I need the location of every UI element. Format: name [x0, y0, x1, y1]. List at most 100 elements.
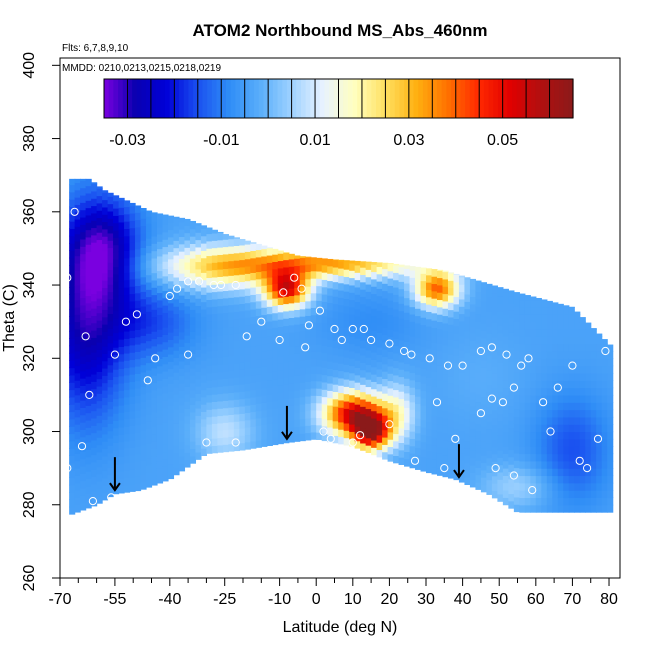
- field-cell: [261, 314, 268, 323]
- field-cell: [239, 259, 246, 268]
- field-cell: [151, 433, 158, 442]
- field-cell: [327, 258, 334, 267]
- field-cell: [239, 398, 246, 407]
- field-cell: [250, 360, 257, 369]
- field-cell: [91, 469, 98, 478]
- field-cell: [107, 342, 114, 351]
- field-cell: [486, 479, 493, 488]
- field-cell: [376, 273, 383, 282]
- x-tick-label: -10: [268, 591, 291, 608]
- field-cell: [151, 279, 158, 288]
- field-cell: [436, 467, 444, 476]
- field-cell: [118, 258, 125, 267]
- field-cell: [387, 263, 394, 272]
- field-cell: [233, 362, 240, 371]
- field-cell: [277, 392, 284, 401]
- field-cell: [579, 482, 586, 491]
- colorbar-segment: [366, 79, 372, 118]
- field-cell: [96, 246, 103, 255]
- field-cell: [502, 328, 509, 337]
- field-cell: [107, 386, 114, 395]
- field-cell: [585, 394, 592, 403]
- colorbar-segment: [376, 79, 382, 118]
- field-cell: [436, 387, 444, 396]
- field-cell: [524, 365, 531, 374]
- field-cell: [349, 350, 356, 359]
- field-cell: [146, 289, 153, 298]
- field-cell: [349, 402, 356, 410]
- field-cell: [420, 463, 427, 472]
- field-cell: [409, 299, 416, 308]
- field-cell: [113, 325, 120, 334]
- field-cell: [255, 249, 262, 258]
- field-cell: [415, 396, 422, 405]
- field-cell: [107, 196, 114, 205]
- field-cell: [382, 371, 389, 380]
- field-cell: [596, 350, 603, 359]
- field-cell: [590, 358, 597, 367]
- field-cell: [69, 477, 76, 486]
- field-cell: [80, 319, 87, 328]
- field-cell: [294, 397, 301, 406]
- field-cell: [299, 433, 306, 442]
- field-cell: [387, 351, 394, 360]
- field-cell: [519, 409, 526, 418]
- field-cell: [316, 285, 323, 294]
- field-cell: [107, 210, 114, 219]
- field-cell: [228, 443, 235, 452]
- field-cell: [211, 240, 218, 249]
- field-cell: [415, 410, 422, 419]
- field-cell: [162, 429, 169, 438]
- field-cell: [233, 413, 240, 422]
- field-cell: [469, 435, 477, 444]
- field-cell: [524, 299, 531, 308]
- field-cell: [508, 464, 515, 473]
- field-cell: [552, 307, 559, 315]
- field-cell: [327, 426, 334, 435]
- colorbar-segment: [371, 79, 377, 118]
- field-cell: [579, 328, 586, 337]
- field-cell: [426, 391, 433, 400]
- field-cell: [85, 317, 92, 326]
- field-cell: [546, 504, 553, 513]
- field-cell: [436, 284, 444, 293]
- field-cell: [195, 364, 202, 372]
- field-cell: [283, 274, 290, 283]
- field-cell: [151, 397, 158, 405]
- field-cell: [502, 343, 509, 352]
- field-cell: [579, 343, 586, 352]
- field-cell: [107, 437, 114, 446]
- field-cell: [80, 312, 87, 321]
- field-cell: [398, 413, 405, 422]
- field-cell: [475, 313, 482, 322]
- y-tick-label: 280: [21, 491, 38, 518]
- field-cell: [91, 234, 98, 243]
- field-cell: [316, 344, 323, 353]
- field-cell: [299, 374, 306, 383]
- field-cell: [195, 334, 202, 343]
- field-cell: [228, 385, 235, 394]
- data-point: [539, 398, 548, 407]
- field-cell: [233, 260, 240, 268]
- field-cell: [91, 264, 98, 273]
- field-cell: [436, 328, 444, 337]
- field-cell: [239, 435, 246, 444]
- field-cell: [167, 434, 175, 443]
- field-cell: [404, 275, 411, 284]
- field-cell: [239, 238, 246, 246]
- field-cell: [524, 336, 531, 345]
- field-cell: [327, 412, 334, 421]
- field-cell: [458, 438, 466, 446]
- field-cell: [431, 437, 438, 446]
- field-cell: [239, 325, 246, 334]
- field-cell: [113, 229, 120, 238]
- field-cell: [354, 411, 361, 420]
- field-cell: [338, 341, 345, 350]
- field-cell: [162, 392, 169, 401]
- field-cell: [294, 338, 301, 347]
- field-cell: [151, 250, 158, 259]
- field-cell: [189, 243, 197, 252]
- field-cell: [464, 330, 471, 339]
- field-cell: [541, 299, 548, 301]
- field-cell: [266, 335, 273, 344]
